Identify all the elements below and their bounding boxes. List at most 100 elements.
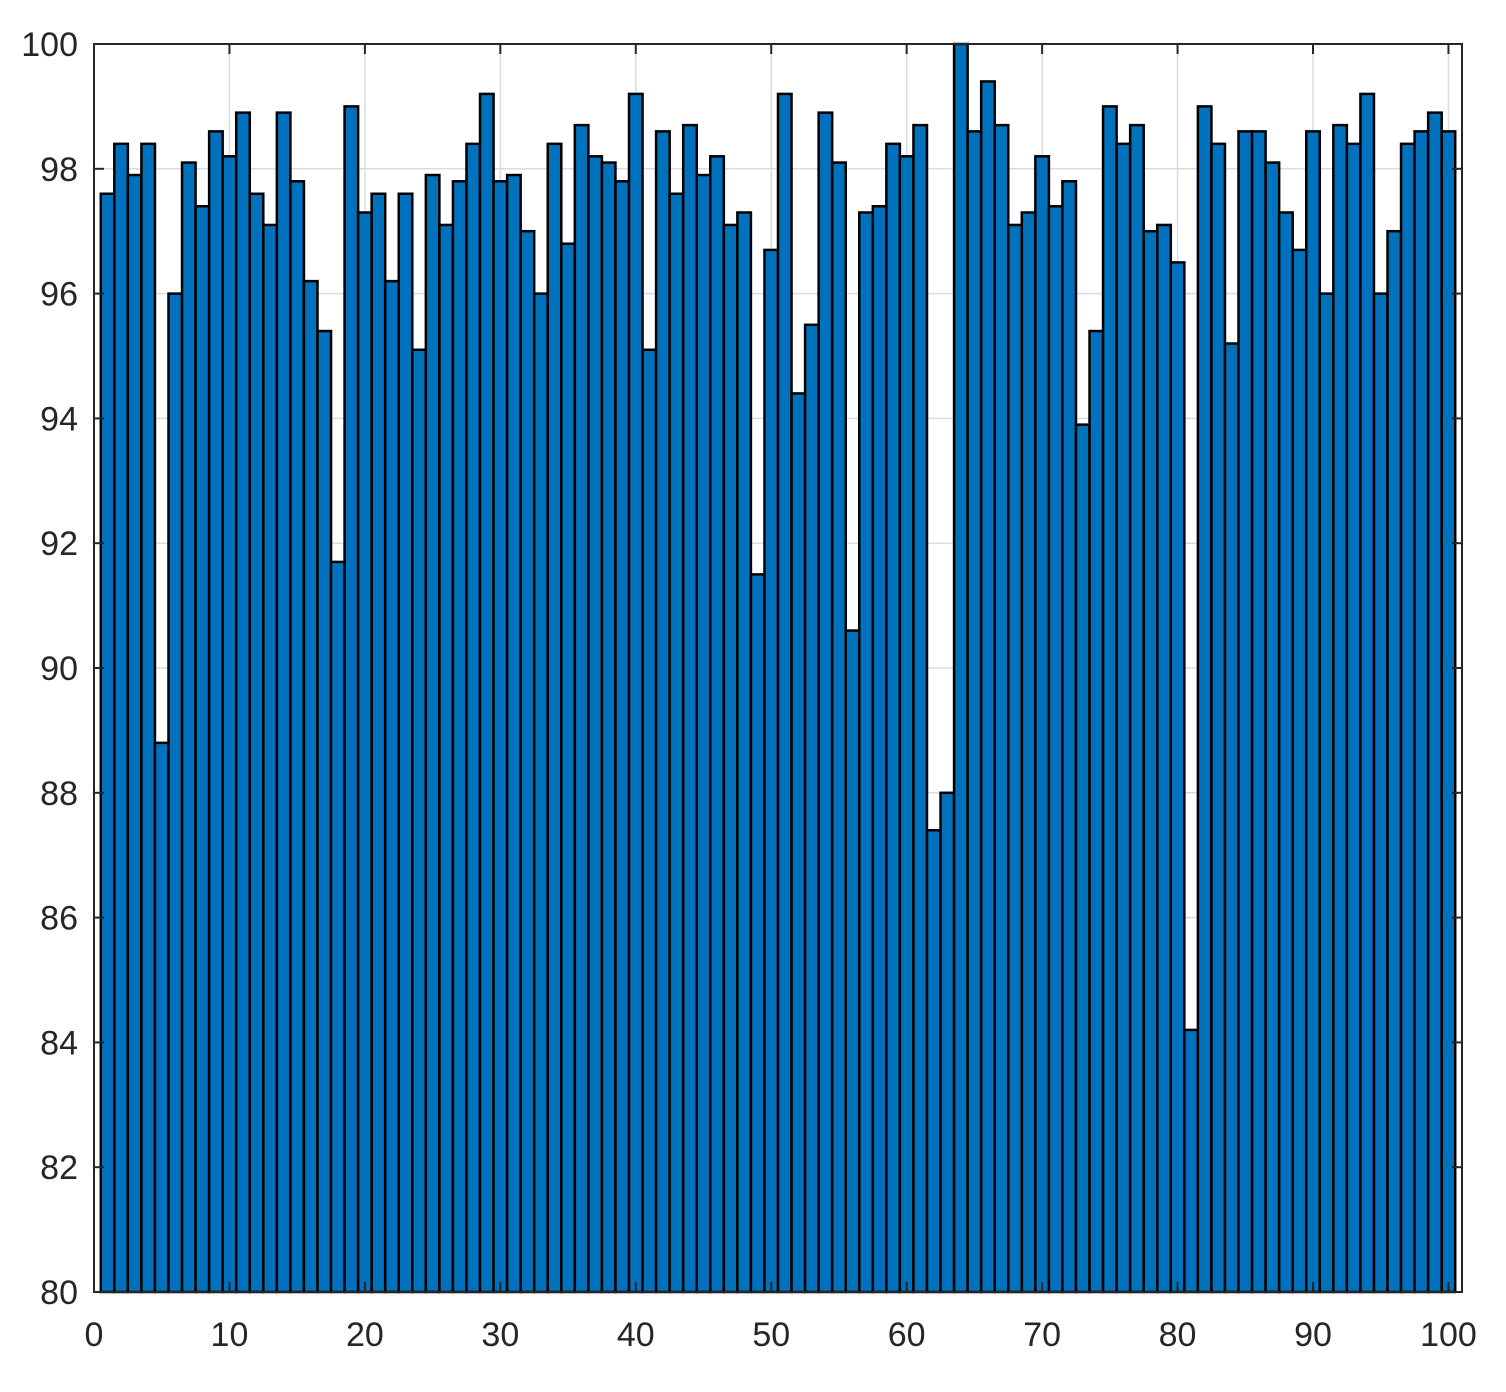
bar xyxy=(329,560,346,1294)
bar xyxy=(898,155,915,1294)
bar xyxy=(1169,261,1186,1294)
bar xyxy=(424,173,441,1294)
x-tick-label: 100 xyxy=(1420,1316,1477,1354)
bar xyxy=(207,130,224,1294)
bar xyxy=(1210,142,1227,1294)
y-tick-label: 94 xyxy=(40,400,78,438)
x-tick-label: 80 xyxy=(1159,1316,1197,1354)
bar xyxy=(1115,142,1132,1294)
bar xyxy=(1318,292,1335,1294)
bar xyxy=(1196,105,1213,1294)
bar xyxy=(1088,329,1105,1294)
x-tick-label: 70 xyxy=(1023,1316,1061,1354)
bar xyxy=(695,173,712,1294)
bar xyxy=(262,223,279,1294)
bars xyxy=(99,42,1457,1294)
bar xyxy=(627,92,644,1294)
bar xyxy=(803,323,820,1294)
bar xyxy=(546,142,563,1294)
bar xyxy=(1047,204,1064,1294)
bar xyxy=(1277,211,1294,1294)
bar xyxy=(1101,105,1118,1294)
bar xyxy=(844,629,861,1294)
bar xyxy=(126,173,143,1294)
bar xyxy=(275,111,292,1294)
x-tick-label: 10 xyxy=(211,1316,249,1354)
bar xyxy=(505,173,522,1294)
y-tick-label: 96 xyxy=(40,276,78,314)
bar xyxy=(370,192,387,1294)
bar xyxy=(830,161,847,1294)
bar xyxy=(776,92,793,1294)
bar xyxy=(248,192,265,1294)
bar xyxy=(1237,130,1254,1294)
bar xyxy=(709,155,726,1294)
bar xyxy=(560,242,577,1294)
bar xyxy=(600,161,617,1294)
bar xyxy=(1020,211,1037,1294)
bar xyxy=(979,80,996,1294)
bar xyxy=(140,142,157,1294)
bar xyxy=(966,130,983,1294)
x-tick-label: 50 xyxy=(752,1316,790,1354)
bar xyxy=(817,111,834,1294)
bar xyxy=(1223,342,1240,1294)
bar xyxy=(654,130,671,1294)
y-tick-label: 98 xyxy=(40,151,78,189)
bar xyxy=(681,123,698,1294)
x-tick-label: 0 xyxy=(85,1316,104,1354)
bar xyxy=(1155,223,1173,1294)
bar xyxy=(478,92,495,1294)
bar xyxy=(1440,130,1457,1294)
y-tick-label: 86 xyxy=(40,900,78,938)
bar xyxy=(668,192,685,1294)
bar xyxy=(532,292,549,1294)
bar xyxy=(763,248,780,1294)
bar xyxy=(1399,142,1416,1294)
bar xyxy=(614,180,631,1294)
bar xyxy=(1128,123,1145,1294)
y-tick-label: 92 xyxy=(40,525,78,563)
bar xyxy=(180,161,197,1294)
bar xyxy=(1359,92,1376,1294)
bar xyxy=(993,123,1010,1294)
y-tick-label: 84 xyxy=(40,1024,78,1062)
bar xyxy=(1183,1028,1200,1294)
bar xyxy=(939,791,956,1294)
x-tick-label: 90 xyxy=(1294,1316,1332,1354)
bar xyxy=(1074,423,1091,1294)
x-tick-labels: 0 10 20 30 40 50 60 70 80 90 100 xyxy=(85,1316,1477,1354)
bar xyxy=(1034,155,1051,1294)
bar xyxy=(451,180,468,1294)
bar xyxy=(167,292,184,1294)
bar xyxy=(343,105,360,1294)
bar xyxy=(587,155,604,1294)
bar xyxy=(736,211,753,1294)
bar xyxy=(289,180,306,1294)
bar xyxy=(1372,292,1389,1294)
bar xyxy=(356,211,373,1294)
x-tick-label: 40 xyxy=(617,1316,655,1354)
bar xyxy=(871,204,888,1294)
bar xyxy=(1264,161,1281,1294)
bar xyxy=(411,348,428,1294)
bar xyxy=(302,279,319,1294)
y-tick-labels: 80 82 84 86 88 90 92 94 96 98 100 xyxy=(21,26,78,1312)
bar xyxy=(1345,142,1362,1294)
bar xyxy=(1142,229,1159,1294)
bar xyxy=(316,329,333,1294)
bar xyxy=(383,279,401,1294)
bar xyxy=(749,573,766,1294)
bar xyxy=(573,123,590,1294)
bar xyxy=(885,142,902,1294)
x-tick-label: 30 xyxy=(481,1316,519,1354)
bar xyxy=(99,192,116,1294)
bar xyxy=(641,348,658,1294)
bar xyxy=(1250,130,1267,1294)
y-tick-label: 82 xyxy=(40,1149,78,1187)
bar xyxy=(492,180,509,1294)
y-tick-label: 100 xyxy=(21,26,78,64)
bar xyxy=(1291,248,1308,1294)
